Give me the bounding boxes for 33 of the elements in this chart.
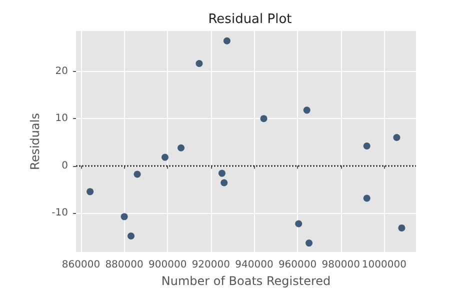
point: [162, 154, 169, 161]
point: [220, 179, 228, 186]
x-tick-label: 900000: [148, 260, 187, 270]
point: [393, 134, 400, 141]
x-tick-label: 960000: [278, 260, 317, 270]
y-tick-label: 20: [55, 66, 68, 78]
point: [134, 170, 141, 178]
y-tick-label: 0: [62, 160, 68, 172]
point: [196, 60, 203, 68]
point: [295, 220, 302, 228]
x-tick-label: 860000: [62, 260, 100, 270]
point: [223, 37, 230, 44]
y-tick-label: 10: [55, 113, 68, 124]
point: [120, 213, 128, 220]
point: [128, 232, 135, 240]
point: [218, 170, 226, 177]
point: [363, 142, 370, 150]
point: [363, 194, 370, 202]
point: [86, 188, 94, 196]
point: [398, 224, 406, 232]
x-tick-label: 920000: [192, 260, 230, 270]
y-tick-label: -10: [52, 207, 68, 218]
x-tick-label: 940000: [235, 260, 274, 270]
x-tick-label: 980000: [322, 260, 360, 270]
point: [260, 115, 268, 122]
point: [306, 240, 313, 247]
x-tick-label: 1000000: [362, 260, 406, 270]
y-axis-title: Residuals: [28, 113, 42, 170]
x-tick-label: 880000: [105, 260, 144, 270]
x-axis-title: Number of Boats Registered: [161, 274, 331, 288]
chart-title: Residual Plot: [208, 12, 292, 27]
point: [303, 106, 310, 114]
point: [178, 144, 185, 152]
